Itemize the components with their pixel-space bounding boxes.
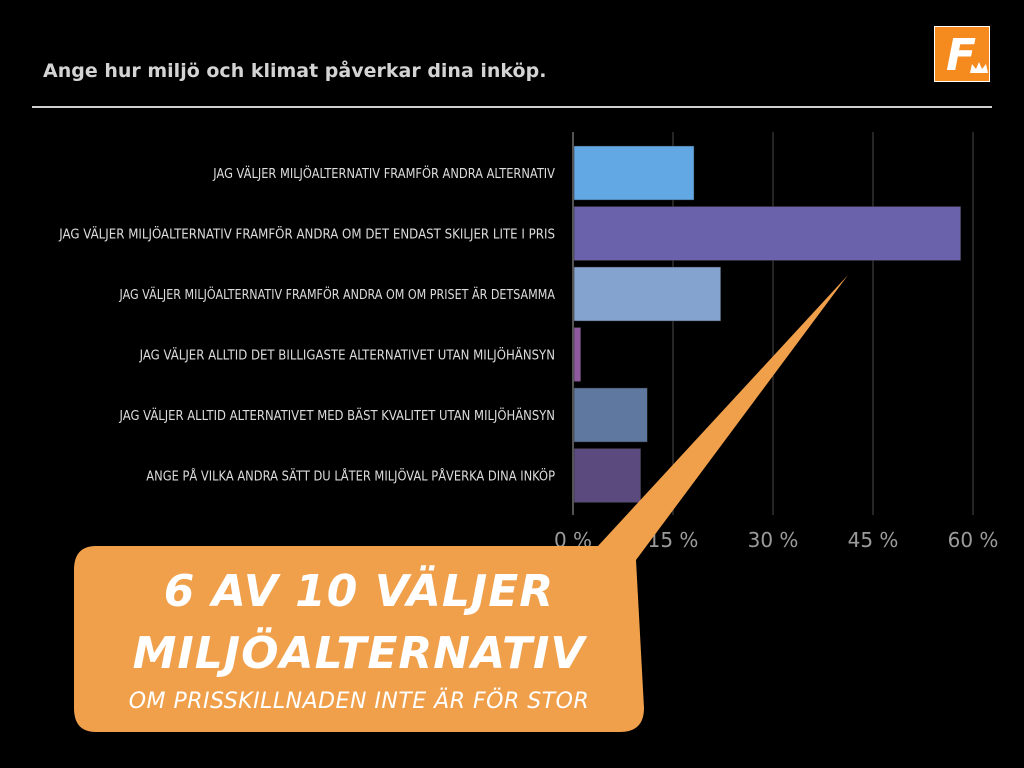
category-label: JAG VÄLJER MILJÖALTERNATIV FRAMFÖR ANDRA… (119, 286, 555, 303)
callout-headline-1: 6 AV 10 VÄLJER (163, 566, 555, 617)
callout-text: 6 AV 10 VÄLJER MILJÖALTERNATIV OM PRISSK… (74, 546, 644, 732)
bar (573, 266, 721, 322)
callout-headline-2: MILJÖALTERNATIV (132, 628, 586, 679)
crown-icon (970, 62, 988, 73)
category-label: JAG VÄLJER MILJÖALTERNATIV FRAMFÖR ANDRA… (58, 226, 555, 243)
bar (573, 448, 641, 503)
tick-label: 15 % (648, 528, 699, 552)
tick-label: 60 % (948, 528, 999, 552)
brand-logo: F (934, 26, 990, 82)
category-label: JAG VÄLJER ALLTID DET BILLIGASTE ALTERNA… (139, 347, 555, 364)
tick-label: 45 % (848, 528, 899, 552)
bar (573, 206, 961, 261)
bar (573, 387, 648, 443)
category-label: ANGE PÅ VILKA ANDRA SÄTT DU LÅTER MILJÖV… (146, 468, 555, 485)
category-label: JAG VÄLJER ALLTID ALTERNATIVET MED BÄST … (119, 407, 555, 424)
title-divider (32, 106, 992, 108)
page-title: Ange hur miljö och klimat påverkar dina … (43, 60, 547, 82)
tick-label: 30 % (748, 528, 799, 552)
callout-subline: OM PRISSKILLNADEN INTE ÄR FÖR STOR (128, 689, 590, 714)
category-label: JAG VÄLJER MILJÖALTERNATIV FRAMFÖR ANDRA… (212, 165, 555, 182)
bar (573, 145, 695, 201)
bar (573, 327, 581, 382)
